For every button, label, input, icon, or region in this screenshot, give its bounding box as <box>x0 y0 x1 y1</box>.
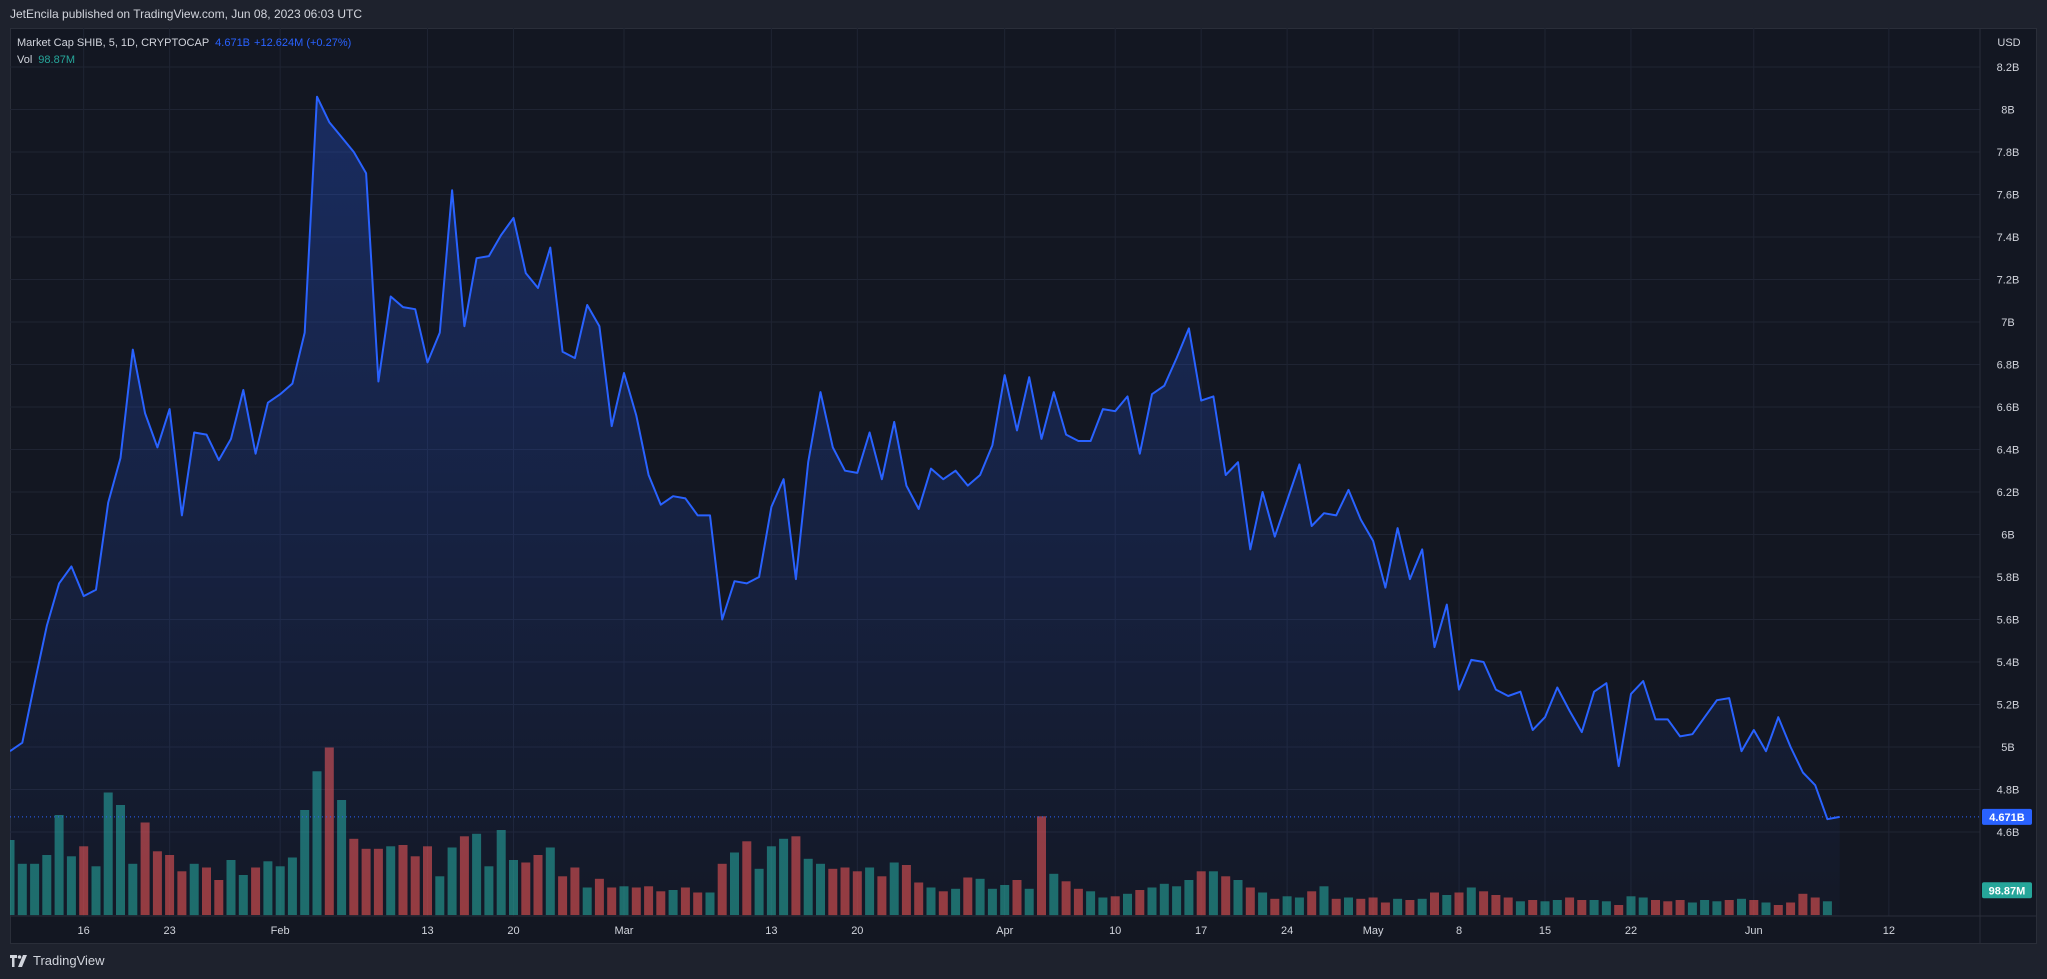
price-axis[interactable]: 4.6B 4.8B 5B 5.2B 5.4B 5.6B 5.8B 6B 6.2B 6.4B 6.6B… <box>1997 62 2020 839</box>
last-volume-marker <box>1982 882 2032 899</box>
price-tick-label: 4.8B <box>1997 785 2020 797</box>
tradingview-logo-icon <box>10 954 27 967</box>
volume-label[interactable]: Vol <box>17 54 33 66</box>
price-tick-label: 7.2B <box>1997 275 2020 287</box>
price-tick-label: 6.2B <box>1997 487 2020 499</box>
last-value: 4.671B <box>215 37 251 49</box>
time-tick-label: Mar <box>615 925 634 937</box>
time-tick-label: 23 <box>164 925 176 937</box>
price-tick-label: 4.6B <box>1997 827 2020 839</box>
price-tick-label: 7B <box>2001 317 2014 329</box>
time-tick-label: 15 <box>1539 925 1551 937</box>
price-tick-label: 5.6B <box>1997 615 2020 627</box>
last-value-markers: 4.671B 98.87M <box>10 808 2032 899</box>
legend-row-price: Market Cap SHIB, 5, 1D, CRYPTOCAP 4.671B +… <box>17 35 351 52</box>
last-price-marker <box>1982 808 2032 825</box>
time-tick-label: 16 <box>78 925 90 937</box>
time-tick-label: 20 <box>851 925 863 937</box>
time-tick-label: Apr <box>996 925 1013 937</box>
time-axis[interactable]: 16 23 Feb 13 20 Mar 13 20 Apr 10 17 24 May 8 15 22 Jun 12 <box>78 925 1895 937</box>
change-value: +12.624M (+0.27%) <box>254 37 352 49</box>
price-tick-label: 8.2B <box>1997 62 2020 74</box>
price-tick-label: 5B <box>2001 742 2014 754</box>
price-tick-label: 7.6B <box>1997 190 2020 202</box>
last-volume-label: 98.87M <box>1989 885 2026 897</box>
price-tick-label: 6.8B <box>1997 360 2020 372</box>
symbol-label[interactable]: Market Cap SHIB, 5, 1D, CRYPTOCAP <box>17 37 210 49</box>
volume-value: 98.87M <box>38 54 75 66</box>
time-tick-label: 17 <box>1195 925 1207 937</box>
legend-row-volume: Vol 98.87M <box>17 52 351 69</box>
price-tick-label: 5.4B <box>1997 657 2020 669</box>
price-tick-label: 7.8B <box>1997 147 2020 159</box>
price-area-fill <box>10 96 1840 916</box>
time-tick-label: 8 <box>1456 925 1462 937</box>
time-tick-label: 13 <box>765 925 777 937</box>
time-tick-label: 24 <box>1281 925 1293 937</box>
price-tick-label: 7.4B <box>1997 232 2020 244</box>
time-tick-label: 12 <box>1883 925 1895 937</box>
market-cap-chart[interactable]: 4.6B 4.8B 5B 5.2B 5.4B 5.6B 5.8B 6B 6.2B 6.4B 6.6B… <box>10 28 2037 944</box>
time-tick-label: 10 <box>1109 925 1121 937</box>
time-tick-label: Jun <box>1745 925 1763 937</box>
time-tick-label: May <box>1363 925 1384 937</box>
time-tick-label: 22 <box>1625 925 1637 937</box>
top-bar: JetEncila published on TradingView.com, … <box>0 0 2047 28</box>
price-line <box>10 95 1840 821</box>
footer: TradingView <box>10 953 105 968</box>
time-tick-label: 13 <box>421 925 433 937</box>
price-series-line[interactable] <box>10 95 1840 821</box>
price-tick-label: 5.2B <box>1997 700 2020 712</box>
price-tick-label: 5.8B <box>1997 572 2020 584</box>
currency-label: USD <box>1997 37 2020 49</box>
price-area <box>10 96 1840 916</box>
price-tick-label: 6.4B <box>1997 445 2020 457</box>
price-tick-label: 6B <box>2001 530 2014 542</box>
last-price-label: 4.671B <box>1989 812 2025 824</box>
price-tick-label: 6.6B <box>1997 402 2020 414</box>
price-tick-label: 8B <box>2001 105 2014 117</box>
publisher-text: JetEncila published on TradingView.com, … <box>10 7 362 21</box>
time-tick-label: Feb <box>271 925 290 937</box>
brand-name[interactable]: TradingView <box>33 953 105 968</box>
legend: Market Cap SHIB, 5, 1D, CRYPTOCAP 4.671B +… <box>17 35 351 69</box>
time-tick-label: 20 <box>507 925 519 937</box>
